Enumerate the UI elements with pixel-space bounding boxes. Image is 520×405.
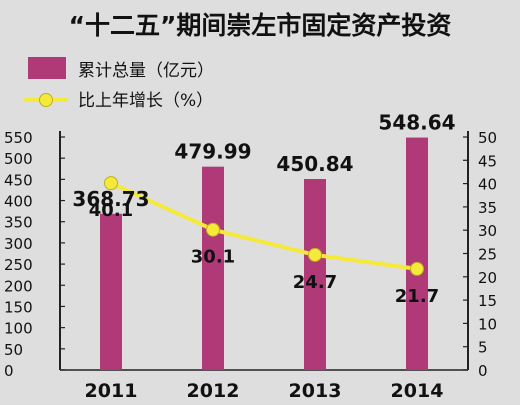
chart-title: “十二五”期间崇左市固定资产投资 (69, 11, 452, 40)
right-axis-tick-label: 40 (478, 176, 497, 194)
bar-value-label-2013: 450.84 (276, 152, 353, 176)
right-axis-tick-label: 45 (478, 152, 497, 170)
bar-value-label-2012: 479.99 (174, 140, 251, 164)
right-axis-tick-label: 50 (478, 129, 497, 147)
right-axis-tick-label: 0 (478, 362, 488, 380)
growth-line (110, 181, 418, 271)
bar-value-label-2014: 548.64 (378, 111, 455, 135)
growth-value-label-2014: 21.7 (395, 286, 439, 307)
bars-group (100, 137, 428, 370)
right-axis-tick-label: 30 (478, 222, 497, 240)
left-axis-tick-label: 500 (4, 150, 33, 168)
bar-2012 (202, 166, 224, 370)
legend-line-label: 比上年增长（%） (78, 91, 213, 111)
growth-value-label-2012: 30.1 (191, 247, 235, 268)
growth-value-label-2011: 40.1 (89, 200, 133, 221)
left-axis-tick-label: 350 (4, 214, 33, 232)
right-axis-tick-label: 5 (478, 339, 488, 357)
left-axis-tick-label: 250 (4, 256, 33, 274)
growth-point-2013 (308, 247, 322, 262)
x-tick-label-2014: 2014 (391, 380, 444, 402)
axes-group: 0 50 100 150 200 250 300 350 400 450 500 550 0 5 10 15 2… (4, 129, 497, 380)
growth-point-2012 (206, 222, 220, 237)
growth-point-2014 (410, 261, 424, 276)
bar-2011 (100, 213, 122, 370)
line-series-group (104, 176, 424, 276)
right-axis-tick-label: 20 (478, 269, 497, 287)
left-axis-tick-label: 200 (4, 277, 33, 295)
x-tick-label-2012: 2012 (187, 380, 240, 402)
growth-point-2011 (104, 176, 118, 191)
right-axis-tick-label: 15 (478, 292, 497, 310)
labels-group: 368.73 2011 479.99 2012 450.84 2013 548.64 2014… (72, 111, 455, 402)
x-tick-label-2013: 2013 (289, 380, 342, 402)
left-axis-tick-label: 150 (4, 298, 33, 316)
left-axis-tick-label: 50 (4, 341, 23, 359)
legend-line-marker (39, 93, 53, 107)
left-axis-tick-label: 550 (4, 129, 33, 147)
right-axis-tick-label: 35 (478, 199, 497, 217)
right-axis-tick-label: 25 (478, 246, 497, 264)
left-axis-tick-label: 400 (4, 193, 33, 211)
left-axis-tick-label: 450 (4, 171, 33, 189)
legend-bar-swatch (28, 57, 66, 79)
bar-2013 (304, 179, 326, 370)
left-axis-tick-label: 100 (4, 320, 33, 338)
bar-2014 (406, 137, 428, 370)
legend-bar-label: 累计总量（亿元） (78, 61, 214, 81)
x-tick-label-2011: 2011 (85, 380, 138, 402)
bar-value-label-2011: 368.73 (72, 187, 149, 211)
right-axis-tick-label: 10 (478, 315, 497, 333)
growth-value-label-2013: 24.7 (293, 272, 337, 293)
left-axis-tick-label: 300 (4, 235, 33, 253)
left-axis-tick-label: 0 (4, 362, 14, 380)
